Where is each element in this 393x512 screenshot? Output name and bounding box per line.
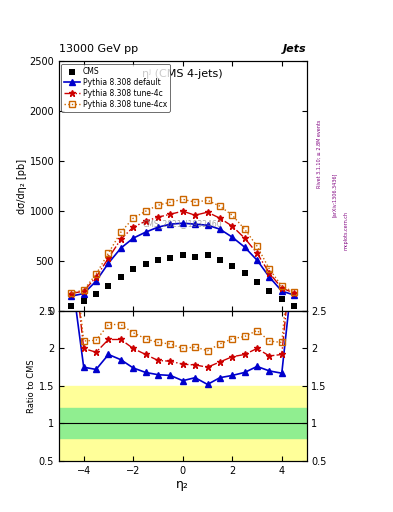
Pythia 8.308 tune-4c	[205, 209, 210, 215]
Pythia 8.308 default	[242, 244, 247, 250]
CMS	[229, 262, 235, 270]
Pythia 8.308 tune-4c	[267, 270, 272, 276]
Pythia 8.308 default	[279, 288, 284, 294]
Pythia 8.308 tune-4cx	[279, 283, 284, 289]
CMS	[241, 269, 248, 277]
CMS	[254, 278, 260, 286]
Text: Jets: Jets	[283, 44, 307, 54]
Pythia 8.308 tune-4cx	[230, 212, 235, 218]
Pythia 8.308 default	[218, 226, 222, 232]
CMS	[118, 273, 124, 281]
Pythia 8.308 tune-4cx	[168, 199, 173, 205]
Pythia 8.308 default	[81, 290, 86, 296]
Pythia 8.308 tune-4c	[94, 274, 98, 280]
Pythia 8.308 tune-4cx	[218, 203, 222, 209]
CMS	[68, 302, 74, 310]
Pythia 8.308 default	[193, 221, 198, 227]
Text: mcplots.cern.ch: mcplots.cern.ch	[344, 211, 349, 250]
Pythia 8.308 tune-4cx	[193, 199, 198, 205]
Pythia 8.308 tune-4cx	[131, 215, 136, 221]
Text: Rivet 3.1.10; ≥ 2.8M events: Rivet 3.1.10; ≥ 2.8M events	[316, 119, 321, 188]
Pythia 8.308 default	[267, 274, 272, 280]
Pythia 8.308 tune-4c	[255, 250, 259, 256]
Pythia 8.308 tune-4cx	[119, 229, 123, 235]
CMS	[130, 265, 136, 273]
Pythia 8.308 tune-4c	[119, 236, 123, 242]
Pythia 8.308 default	[94, 278, 98, 284]
Pythia 8.308 tune-4c	[106, 255, 111, 261]
Bar	[59, 386, 307, 461]
CMS	[291, 302, 298, 310]
Pythia 8.308 default	[168, 221, 173, 227]
Pythia 8.308 tune-4cx	[242, 226, 247, 232]
CMS	[192, 253, 198, 261]
Pythia 8.308 tune-4cx	[156, 202, 160, 208]
Y-axis label: Ratio to CMS: Ratio to CMS	[27, 359, 36, 413]
CMS	[266, 287, 273, 295]
CMS	[155, 256, 161, 264]
Text: [arXiv:1306.3436]: [arXiv:1306.3436]	[332, 173, 337, 217]
CMS	[279, 295, 285, 303]
Pythia 8.308 tune-4c	[168, 211, 173, 217]
Pythia 8.308 tune-4cx	[106, 250, 111, 256]
Pythia 8.308 tune-4cx	[69, 290, 73, 296]
CMS	[217, 256, 223, 264]
Text: CMS_2021_I1932460: CMS_2021_I1932460	[143, 219, 222, 228]
X-axis label: η₂: η₂	[176, 478, 189, 492]
Line: Pythia 8.308 tune-4c: Pythia 8.308 tune-4c	[68, 208, 298, 297]
Pythia 8.308 default	[131, 235, 136, 241]
CMS	[180, 251, 186, 259]
Pythia 8.308 tune-4c	[131, 224, 136, 230]
Pythia 8.308 tune-4cx	[94, 271, 98, 277]
Pythia 8.308 tune-4cx	[143, 208, 148, 214]
Pythia 8.308 tune-4c	[156, 214, 160, 220]
Pythia 8.308 default	[156, 224, 160, 230]
Pythia 8.308 tune-4c	[81, 288, 86, 294]
Pythia 8.308 default	[292, 292, 297, 298]
Line: Pythia 8.308 default: Pythia 8.308 default	[68, 220, 297, 299]
Pythia 8.308 tune-4c	[242, 235, 247, 241]
Pythia 8.308 tune-4c	[193, 212, 198, 218]
Pythia 8.308 default	[255, 257, 259, 263]
Pythia 8.308 tune-4c	[180, 208, 185, 214]
Pythia 8.308 tune-4c	[69, 290, 73, 296]
Pythia 8.308 default	[106, 260, 111, 266]
Pythia 8.308 default	[119, 245, 123, 251]
Text: 13000 GeV pp: 13000 GeV pp	[59, 44, 138, 54]
Pythia 8.308 tune-4cx	[292, 289, 297, 295]
Pythia 8.308 tune-4cx	[205, 197, 210, 203]
Line: Pythia 8.308 tune-4cx: Pythia 8.308 tune-4cx	[68, 197, 297, 296]
CMS	[204, 250, 211, 259]
Pythia 8.308 tune-4cx	[81, 287, 86, 293]
Bar	[59, 409, 307, 438]
CMS	[93, 289, 99, 297]
CMS	[105, 282, 112, 290]
Legend: CMS, Pythia 8.308 default, Pythia 8.308 tune-4c, Pythia 8.308 tune-4cx: CMS, Pythia 8.308 default, Pythia 8.308 …	[61, 63, 170, 112]
Pythia 8.308 tune-4c	[279, 285, 284, 291]
Pythia 8.308 tune-4c	[218, 215, 222, 221]
CMS	[81, 297, 87, 305]
Pythia 8.308 tune-4c	[230, 223, 235, 229]
Pythia 8.308 tune-4c	[143, 218, 148, 224]
CMS	[167, 254, 174, 262]
Text: ηʲ (CMS 4-jets): ηʲ (CMS 4-jets)	[142, 69, 223, 79]
Pythia 8.308 default	[230, 234, 235, 240]
Y-axis label: dσ/dη₂ [pb]: dσ/dη₂ [pb]	[17, 159, 27, 214]
Pythia 8.308 tune-4cx	[255, 243, 259, 249]
Pythia 8.308 default	[180, 220, 185, 226]
Pythia 8.308 default	[69, 293, 73, 299]
Pythia 8.308 tune-4c	[292, 290, 297, 296]
Pythia 8.308 default	[143, 229, 148, 235]
Pythia 8.308 tune-4cx	[180, 196, 185, 202]
Pythia 8.308 tune-4cx	[267, 266, 272, 272]
Pythia 8.308 default	[205, 222, 210, 228]
CMS	[142, 260, 149, 268]
